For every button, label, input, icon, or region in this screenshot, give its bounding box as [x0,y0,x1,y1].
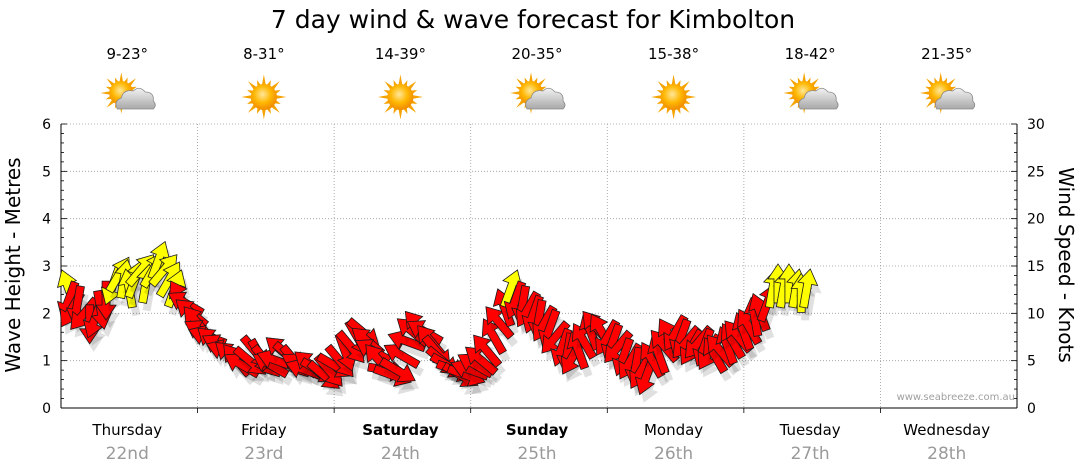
day-labels: Thursday 22nd Friday 23rd Saturday 24th Sunday… [91,421,990,464]
day-name: Wednesday [903,421,990,439]
weather-icons [100,72,976,120]
y-tick-label-right: 5 [1027,354,1036,370]
temperature-label: 21-35° [921,45,972,63]
day-name: Thursday [91,421,162,439]
partly-cloudy-icon [783,72,839,114]
y-tick-label-left: 3 [42,259,51,275]
y-tick-label-right: 20 [1027,212,1045,228]
temperature-label: 18-42° [785,45,836,63]
partly-cloudy-icon [510,72,566,114]
wind-arrow-shadow [461,361,498,386]
day-name: Sunday [506,421,569,439]
wind-arrow-shadow [228,361,265,386]
day-name: Monday [644,421,703,439]
wind-arrow [378,357,416,383]
day-date: 24th [381,444,420,464]
day-date: 25th [517,444,556,464]
day-date: 27th [791,444,830,464]
day-name: Friday [241,421,287,439]
temperature-row: 9-23° 8-31° 14-39° 20-35° 15-38° 18-42° 21-35° [107,45,973,63]
temperature-label: 14-39° [375,45,426,63]
credit-text: www.seabreeze.com.au [897,392,1015,403]
grid-lines [61,123,1017,408]
wind-arrows [56,240,822,403]
y-axis-label-left: Wave Height - Metres [1,157,25,372]
partly-cloudy-icon [100,72,156,114]
temperature-label: 8-31° [243,45,285,63]
day-date: 26th [654,444,693,464]
wind-arrow [473,334,503,369]
y-tick-label-right: 10 [1027,306,1045,322]
wind-arrow [383,343,421,369]
axes: 0 1 2 3 4 5 6 0 5 10 15 20 25 30 [42,117,1045,417]
day-name: Saturday [362,421,439,439]
y-tick-label-left: 1 [42,354,51,370]
day-date: 22nd [106,444,149,464]
y-tick-label-right: 0 [1027,401,1036,417]
wind-arrow [797,268,819,309]
wind-arrow-shadow [388,352,425,377]
y-axis-label-right: Wind Speed - Knots [1054,167,1078,363]
partly-cloudy-icon [919,72,976,114]
temperature-label: 9-23° [107,45,149,63]
sunny-icon [377,74,423,120]
wind-arrow-shadow [257,361,293,386]
y-tick-label-left: 4 [42,212,51,228]
y-tick-label-right: 30 [1027,117,1045,133]
y-tick-label-left: 0 [42,401,51,417]
y-tick-label-right: 25 [1027,164,1045,180]
sunny-icon [651,74,697,120]
temperature-label: 15-38° [648,45,699,63]
sunny-icon [241,74,287,120]
temperature-label: 20-35° [511,45,562,63]
y-tick-label-left: 2 [42,306,51,322]
y-tick-label-left: 6 [42,117,51,133]
y-tick-label-left: 5 [42,164,51,180]
y-tick-label-right: 15 [1027,259,1045,275]
day-name: Tuesday [779,421,841,439]
day-date: 23rd [244,444,283,464]
chart-title: 7 day wind & wave forecast for Kimbolton [271,5,795,34]
day-date: 28th [927,444,966,464]
